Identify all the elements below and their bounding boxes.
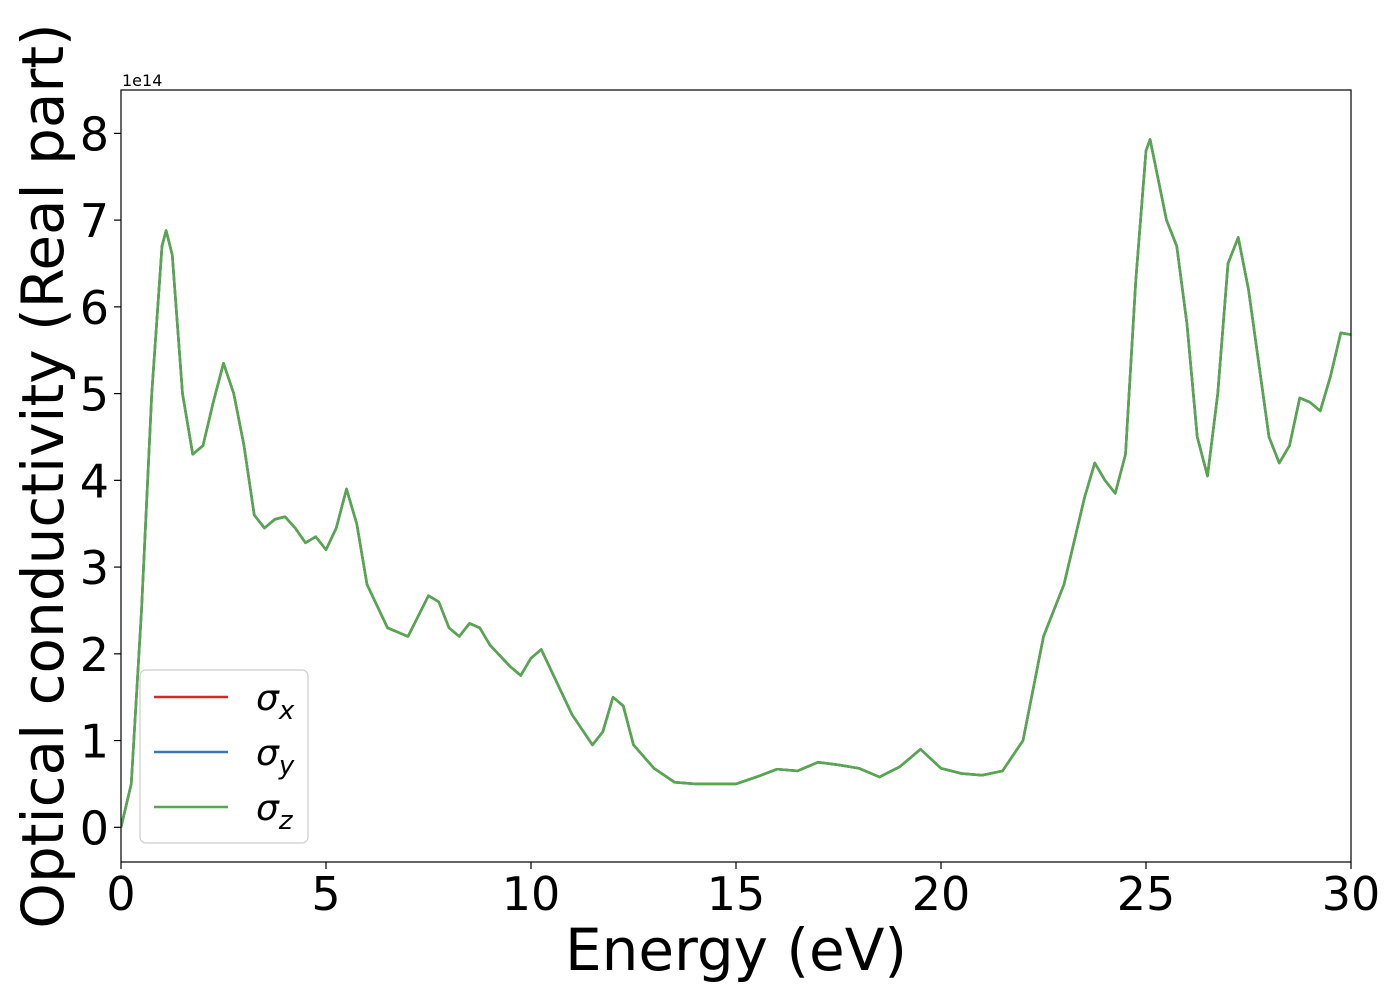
x-tick-label: 20: [912, 867, 971, 921]
y-tick-label: 5: [80, 368, 109, 422]
x-tick-label: 25: [1117, 867, 1176, 921]
y-tick-label: 7: [80, 194, 109, 248]
y-tick-label: 6: [80, 281, 109, 335]
legend-box: [139, 669, 309, 844]
x-tick-label: 5: [311, 867, 340, 921]
y-tick-label: 0: [80, 801, 109, 855]
x-axis-label: Energy (eV): [565, 916, 907, 984]
line-series: [121, 138, 1351, 828]
x-tick-label: 15: [707, 867, 766, 921]
x-tick-label: 0: [106, 867, 135, 921]
legend-label: σy: [256, 733, 295, 781]
offset-label: 1e14: [122, 71, 162, 90]
y-tick-label: 2: [80, 628, 109, 682]
y-tick-label: 8: [80, 107, 109, 161]
legend-label: σz: [256, 788, 294, 836]
x-tick-label: 10: [502, 867, 561, 921]
y-tick-label: 4: [80, 454, 109, 508]
x-tick-label: 30: [1322, 867, 1381, 921]
plot-frame: [120, 89, 1352, 863]
legend-label: σx: [256, 678, 295, 726]
y-axis-label: Optical conductivity (Real part): [9, 23, 77, 928]
y-tick-label: 3: [80, 541, 109, 595]
y-tick-label: 1: [80, 715, 109, 769]
